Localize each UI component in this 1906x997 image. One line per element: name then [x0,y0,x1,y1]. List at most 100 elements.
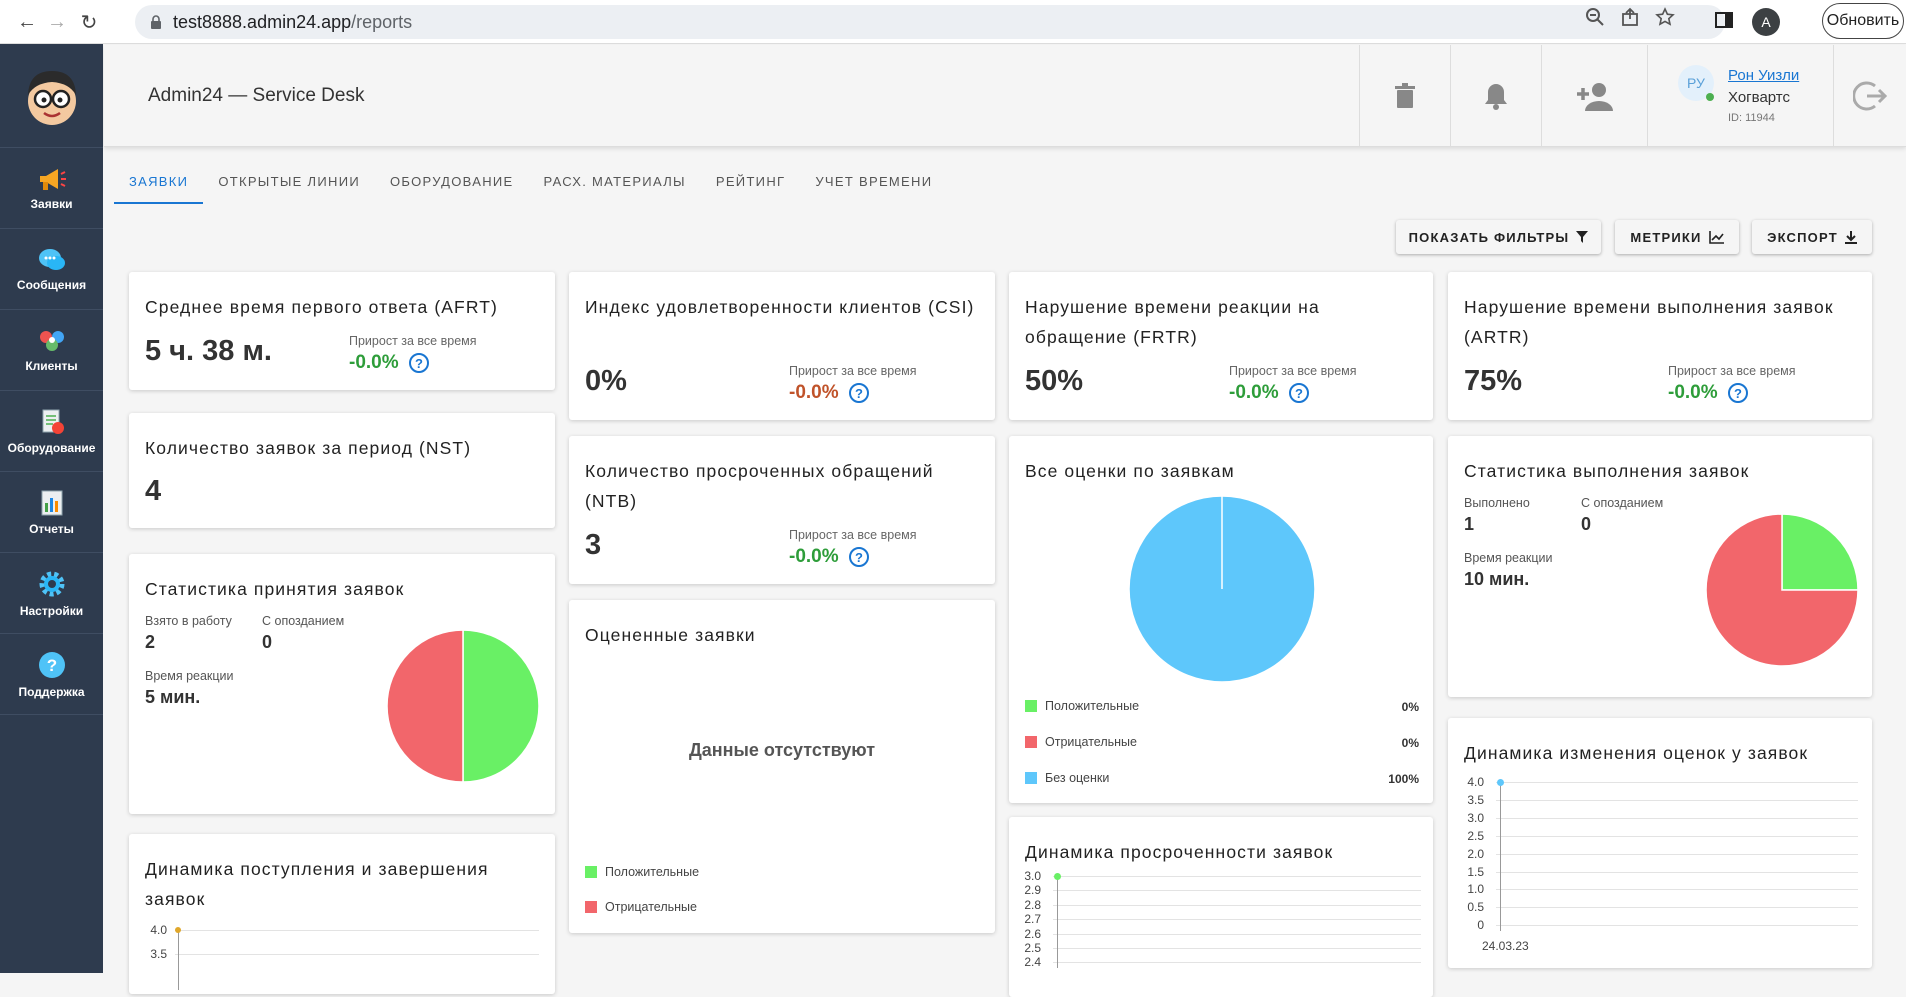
legend-none-value: 100% [1388,772,1419,786]
card-title: Среднее время первого ответа (AFRT) [145,297,498,317]
help-icon[interactable]: ? [409,353,429,373]
back-icon[interactable]: ← [17,10,37,33]
late-label: С опозданием [262,614,345,628]
sidebar-item-reports[interactable]: Отчеты [0,472,103,553]
update-button[interactable]: Обновить [1822,3,1904,39]
pie-slice [1781,514,1858,591]
help-icon: ? [38,651,65,678]
profile-avatar[interactable]: A [1752,8,1780,36]
reaction-label: Время реакции [145,669,234,683]
legend-positive: Положительные [1025,699,1139,713]
grid-line [1496,871,1858,873]
y-tick-label: 2.5 [1467,828,1484,843]
grid-line [1496,782,1858,783]
logout-button[interactable] [1833,45,1906,147]
card-title: Индекс удовлетворенности клиентов (CSI) [585,297,975,317]
help-icon[interactable]: ? [849,547,869,567]
card-title: Статистика выполнения заявок [1464,461,1750,481]
metric-value: 4 [145,475,162,507]
data-point [1054,873,1061,880]
tab-time-tracking[interactable]: УЧЕТ ВРЕМЕНИ [815,174,933,189]
frtr-card: Нарушение времени реакции на обращение (… [1009,272,1433,420]
show-filters-button[interactable]: ПОКАЗАТЬ ФИЛЬТРЫ [1396,220,1601,254]
avatar-logo-icon [27,70,76,125]
y-axis-line [1057,876,1058,969]
grid-line [1053,890,1421,892]
grid-line [1496,889,1858,891]
help-icon[interactable]: ? [1728,383,1748,403]
csi-card: Индекс удовлетворенности клиентов (CSI) … [569,272,995,420]
sidebar-item-settings[interactable]: Настройки [0,553,103,634]
url-text: test8888.admin24.app/reports [173,11,413,32]
grid-line [1496,799,1858,801]
tab-tickets[interactable]: ЗАЯВКИ [114,168,204,204]
legend-positive: Положительные [585,865,699,879]
address-bar[interactable]: test8888.admin24.app/reports [135,5,1725,39]
add-user-button[interactable] [1541,45,1647,147]
sidebar-item-equipment[interactable]: Оборудование [0,391,103,472]
y-tick-label: 0.5 [1467,900,1484,915]
zoom-icon[interactable] [1585,7,1605,27]
card-title: Нарушение времени выполнения заявок (ART… [1464,297,1834,347]
tab-consumables[interactable]: РАСХ. МАТЕРИАЛЫ [543,174,686,189]
share-icon[interactable] [1620,7,1640,27]
tab-open-lines[interactable]: ОТКРЫТЫЕ ЛИНИИ [218,174,360,189]
reload-icon[interactable]: ↻ [80,11,98,34]
late-value: 0 [262,632,273,652]
y-tick-label: 2.5 [1024,941,1041,955]
y-tick-label: 2.0 [1467,846,1484,861]
grid-line [1053,948,1421,949]
line-chart-icon [1708,230,1724,244]
y-tick-label: 4.0 [1467,775,1484,789]
dynamics-rating-card: Динамика изменения оценок у заявок 4.0 3.… [1448,718,1872,968]
user-profile: РУ Рон Уизли Хогвартс ID: 11944 [1647,45,1833,147]
grid-line [175,954,539,955]
grid-line [1053,904,1421,906]
y-axis-line [1500,782,1501,932]
grid-line [1496,853,1858,855]
metric-value: 0% [585,365,627,397]
side-panel-icon[interactable] [1714,10,1734,30]
metrics-button[interactable]: МЕТРИКИ [1615,220,1739,254]
bell-icon [1485,84,1507,110]
report-tabs: ЗАЯВКИ ОТКРЫТЫЕ ЛИНИИ ОБОРУДОВАНИЕ РАСХ.… [114,168,947,204]
gear-icon [39,571,64,596]
data-point [175,927,181,933]
notifications-button[interactable] [1450,45,1541,147]
all-ratings-card: Все оценки по заявкам Положительные 0% О… [1009,436,1433,803]
trash-button[interactable] [1359,45,1450,147]
filter-icon [1576,231,1589,243]
growth-label: Прирост за все время [1229,364,1357,378]
metric-value: 5 ч. 38 м. [145,335,272,367]
card-title: Все оценки по заявкам [1025,461,1235,481]
forward-icon[interactable]: → [47,10,67,33]
y-tick-label: 2.8 [1024,897,1041,912]
report-chart-icon [41,490,62,515]
growth-value: -0.0% [789,382,839,403]
card-title: Динамика поступления и завершения заявок [145,859,489,909]
bookmark-star-icon[interactable] [1655,7,1675,27]
data-point [1497,779,1504,786]
tab-rating[interactable]: РЕЙТИНГ [715,174,786,189]
logo[interactable] [0,44,103,148]
user-name-link[interactable]: Рон Уизли [1728,67,1800,84]
y-axis-line [178,930,179,990]
sidebar-item-messages[interactable]: Сообщения [0,229,103,310]
export-button[interactable]: ЭКСПОРТ [1752,220,1872,254]
y-tick-label: 3.5 [150,947,167,961]
empty-state-text: Данные отсутствуют [688,740,876,760]
y-tick-label: 1.0 [1467,882,1484,897]
app-header: Admin24 — Service Desk РУ Рон Уизли Хогв… [104,45,1906,147]
avatar: РУ [1678,65,1714,101]
help-icon[interactable]: ? [849,383,869,403]
sidebar-item-clients[interactable]: Клиенты [0,310,103,391]
user-id: ID: 11944 [1728,112,1775,124]
growth-value: -0.0% [1229,382,1279,403]
tab-equipment[interactable]: ОБОРУДОВАНИЕ [390,174,514,189]
sidebar-item-tickets[interactable]: Заявки [0,148,103,229]
grid-line [1496,817,1858,819]
sidebar-item-support[interactable]: ? Поддержка [0,634,103,715]
download-icon [1844,230,1857,244]
rated-tickets-card: Оцененные заявки Данные отсутствуют Поло… [569,600,995,933]
help-icon[interactable]: ? [1289,383,1309,403]
